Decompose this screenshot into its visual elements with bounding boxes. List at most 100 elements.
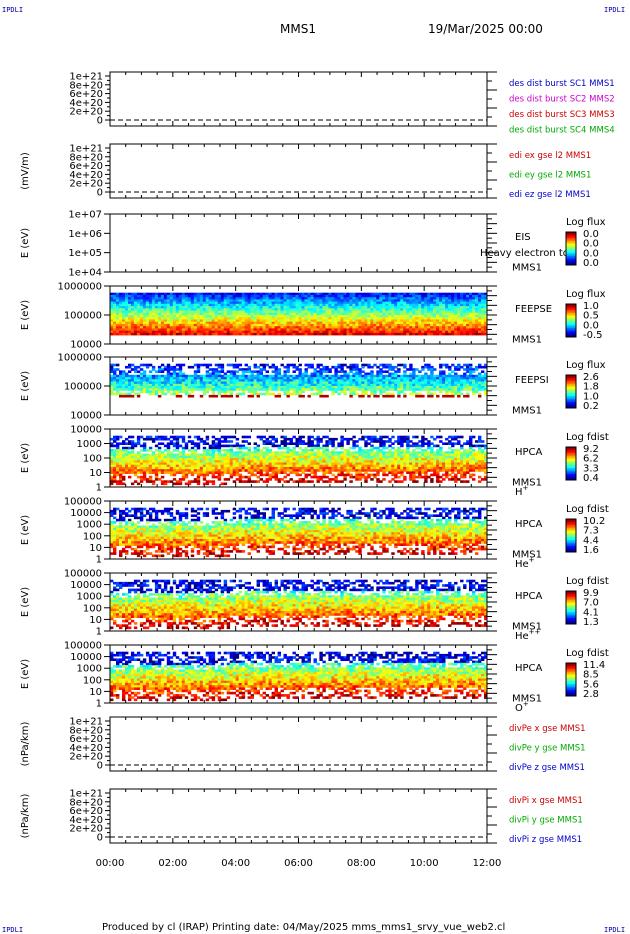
y-tick-label: 6e+20 bbox=[69, 89, 103, 100]
spacecraft-label: MMS1 bbox=[512, 262, 542, 273]
overlay-label: Heavy electron to bbox=[480, 248, 569, 259]
colorbar-title: Log flux bbox=[566, 217, 606, 228]
time-tick-label: 04:00 bbox=[221, 858, 250, 869]
y-tick-label: 4e+20 bbox=[69, 815, 103, 826]
instrument-label: HPCA bbox=[515, 591, 543, 602]
y-tick-label: 100 bbox=[83, 454, 102, 465]
y-tick-label: 100000 bbox=[64, 382, 102, 393]
colorbar-tick-label: 0.0 bbox=[583, 320, 599, 331]
colorbar-tick-label: 2.6 bbox=[583, 372, 599, 383]
instrument-label: FEEPSE bbox=[515, 304, 552, 315]
panel-frame bbox=[109, 143, 488, 199]
colorbar-tick-label: 9.2 bbox=[583, 444, 599, 455]
spectrogram bbox=[110, 363, 488, 398]
colorbar-title: Log flux bbox=[566, 360, 606, 371]
colorbar bbox=[565, 374, 577, 409]
time-tick-label: 12:00 bbox=[473, 858, 502, 869]
y-axis-label: E (eV) bbox=[20, 659, 31, 689]
colorbar-tick-label: 6.2 bbox=[583, 454, 599, 465]
legend-entry: divPi x gse MMS1 bbox=[509, 796, 583, 806]
spacecraft-label: MMS1 bbox=[512, 693, 542, 704]
y-tick-label: 100 bbox=[83, 675, 102, 686]
legend-entry: des dist burst SC3 MMS3 bbox=[509, 110, 615, 120]
colorbar-tick-label: 10.2 bbox=[583, 516, 605, 527]
footer-text: Produced by cl (IRAP) Printing date: 04/… bbox=[102, 922, 505, 933]
colorbar-tick-label: 1.8 bbox=[583, 382, 599, 393]
legend-entry: divPe y gse MMS1 bbox=[509, 744, 586, 754]
colorbar-frame bbox=[565, 374, 577, 409]
y-tick-label: 10000 bbox=[70, 508, 102, 519]
y-tick-label: 1000 bbox=[77, 664, 102, 675]
y-tick-label: 100 bbox=[83, 531, 102, 542]
colorbar-frame bbox=[565, 518, 577, 553]
colorbar-tick-label: 0.5 bbox=[583, 311, 599, 322]
colorbar-frame bbox=[565, 303, 577, 338]
corner-tag-bottom-right: IPDLI bbox=[604, 926, 625, 934]
spacecraft-label: MMS1 bbox=[512, 477, 542, 488]
y-axis-label: E (eV) bbox=[20, 587, 31, 617]
y-tick-label: 1 bbox=[96, 699, 102, 710]
spacecraft-label: MMS1 bbox=[512, 405, 542, 416]
y-tick-label: 0 bbox=[97, 116, 103, 127]
corner-tag-top-right: IPDLI bbox=[604, 6, 625, 14]
species-label: H+ bbox=[515, 484, 529, 498]
corner-tag-top-left: IPDLI bbox=[2, 6, 23, 14]
legend-entry: des dist burst SC4 MMS4 bbox=[509, 126, 615, 136]
colorbar-frame bbox=[565, 231, 577, 266]
y-tick-label: 8e+20 bbox=[69, 797, 103, 808]
y-axis-label: (nPa/km) bbox=[20, 794, 31, 839]
colorbar-title: Log fdist bbox=[566, 504, 609, 515]
instrument-label: HPCA bbox=[515, 519, 543, 530]
spacecraft-label: MMS1 bbox=[512, 621, 542, 632]
colorbar-title: Log fdist bbox=[566, 576, 609, 587]
y-axis-label: (nPa/km) bbox=[20, 722, 31, 767]
colorbar-tick-label: 0.4 bbox=[583, 473, 599, 484]
y-tick-label: 1e+04 bbox=[68, 268, 102, 279]
legend-entry: divPi z gse MMS1 bbox=[509, 835, 582, 845]
colorbar bbox=[565, 518, 577, 553]
species-label: He++ bbox=[515, 628, 541, 642]
y-tick-label: 2e+20 bbox=[69, 824, 103, 835]
colorbar bbox=[565, 446, 577, 481]
legend-entry: divPi y gse MMS1 bbox=[509, 816, 583, 826]
instrument-label: HPCA bbox=[515, 663, 543, 674]
legend-entry: des dist burst SC1 MMS1 bbox=[509, 79, 615, 89]
y-tick-label: 2e+20 bbox=[69, 179, 103, 190]
colorbar-tick-label: 0.0 bbox=[583, 229, 599, 240]
y-tick-label: 1000000 bbox=[57, 282, 102, 293]
plot-datetime: 19/Mar/2025 00:00 bbox=[428, 22, 543, 36]
colorbar bbox=[565, 662, 577, 697]
y-tick-label: 10 bbox=[89, 615, 102, 626]
legend-entry: edi ex gse l2 MMS1 bbox=[509, 151, 591, 161]
species-label: O+ bbox=[515, 700, 529, 714]
colorbar-tick-label: 1.6 bbox=[583, 545, 599, 556]
colorbar-title: Log flux bbox=[566, 289, 606, 300]
colorbar-frame bbox=[565, 446, 577, 481]
y-tick-label: 1 bbox=[96, 483, 102, 494]
y-tick-label: 8e+20 bbox=[69, 725, 103, 736]
colorbar-title: Log fdist bbox=[566, 432, 609, 443]
y-tick-label: 1e+21 bbox=[69, 717, 103, 728]
y-axis-label: (mV/m) bbox=[20, 152, 31, 190]
y-tick-label: 1e+21 bbox=[69, 144, 103, 155]
colorbar-tick-label: 7.0 bbox=[583, 598, 599, 609]
y-tick-label: 1000 bbox=[77, 439, 102, 450]
y-axis-label: E (eV) bbox=[20, 371, 31, 401]
colorbar-tick-label: -0.5 bbox=[583, 330, 603, 341]
species-label: He+ bbox=[515, 556, 535, 570]
time-tick-label: 06:00 bbox=[284, 858, 313, 869]
colorbar-title: Log fdist bbox=[566, 648, 609, 659]
y-tick-label: 10000 bbox=[70, 411, 102, 422]
y-tick-label: 8e+20 bbox=[69, 80, 103, 91]
y-tick-label: 2e+20 bbox=[69, 107, 103, 118]
y-tick-label: 4e+20 bbox=[69, 98, 103, 109]
colorbar-tick-label: 0.0 bbox=[583, 239, 599, 250]
time-tick-label: 02:00 bbox=[158, 858, 187, 869]
